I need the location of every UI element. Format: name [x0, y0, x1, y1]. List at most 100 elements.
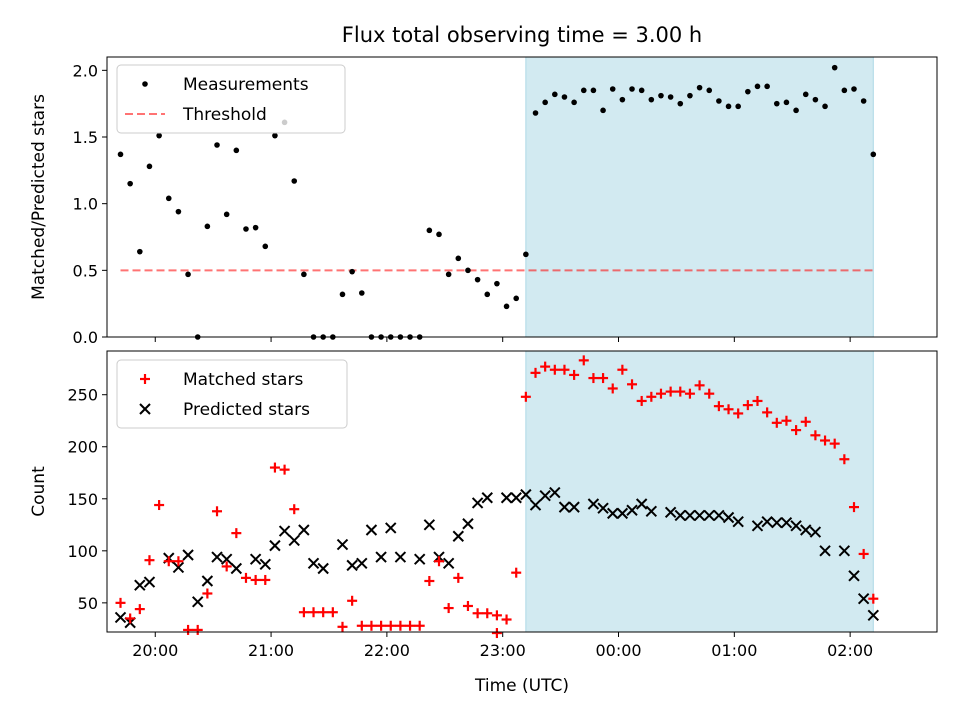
matched-point	[154, 500, 165, 511]
predicted-point	[616, 507, 629, 520]
measurement-point	[552, 91, 558, 98]
predicted-point	[134, 579, 146, 591]
matched-point	[820, 435, 831, 446]
measurement-point	[802, 91, 809, 98]
top-y-axis: 0.0 0.5 1.0 1.5 2.0	[73, 61, 107, 347]
matched-point	[559, 364, 570, 375]
predicted-point	[375, 551, 387, 563]
measurement-point	[156, 132, 162, 139]
matched-point	[376, 620, 387, 631]
predicted-point	[278, 525, 291, 537]
matched-point	[617, 364, 628, 375]
matched-point	[472, 608, 483, 619]
bot-xtick-label: 22:00	[364, 641, 410, 660]
matched-point	[192, 624, 203, 635]
predicted-point	[298, 524, 310, 536]
top-legend-box	[116, 64, 346, 134]
predicted-point	[790, 520, 802, 532]
predicted-point	[645, 505, 658, 517]
predicted-point	[230, 562, 243, 575]
predicted-point	[780, 517, 793, 529]
matched-point	[308, 607, 319, 618]
predicted-point	[143, 576, 156, 588]
matched-point	[781, 415, 792, 426]
legend-threshold-label: Threshold	[182, 105, 267, 125]
bot-xtick-label: 00:00	[595, 641, 641, 660]
predicted-point	[423, 519, 436, 531]
measurement-point	[301, 271, 307, 278]
matched-point	[424, 576, 435, 587]
measurement-point	[465, 267, 471, 274]
measurement-point	[629, 86, 635, 92]
matched-point	[173, 556, 184, 567]
matched-point	[212, 506, 223, 517]
measurement-point	[783, 99, 790, 106]
measurement-point	[773, 100, 780, 107]
predicted-point	[558, 501, 571, 513]
measurement-point	[214, 142, 220, 148]
measurement-point	[494, 280, 500, 287]
matched-point	[704, 388, 715, 399]
measurement-point	[851, 86, 857, 92]
matched-point	[655, 388, 666, 399]
predicted-point	[703, 509, 715, 522]
predicted-point	[539, 489, 551, 502]
matched-point	[250, 574, 261, 585]
measurement-point	[831, 64, 838, 71]
measurement-point	[870, 151, 877, 158]
predicted-point	[211, 551, 223, 563]
matched-point	[713, 401, 724, 412]
measurement-point	[822, 103, 828, 110]
predicted-point	[587, 498, 600, 510]
predicted-point	[172, 561, 185, 574]
measurement-point	[561, 94, 568, 100]
matched-point	[115, 597, 126, 608]
measurement-point	[426, 227, 433, 234]
predicted-point	[269, 539, 281, 552]
measurement-point	[793, 107, 799, 114]
matched-point	[829, 438, 840, 449]
bot-ytick-label: 100	[67, 542, 98, 561]
bot-xtick-label: 20:00	[132, 641, 178, 660]
matched-point	[646, 391, 657, 402]
matched-point	[443, 603, 454, 614]
predicted-point	[549, 486, 561, 499]
legend-matched-label: Matched stars	[183, 370, 303, 390]
predicted-point	[626, 504, 638, 516]
matched-point	[607, 383, 618, 394]
matched-point	[260, 574, 271, 585]
measurement-point	[638, 87, 645, 94]
matched-point	[269, 462, 280, 473]
bot-xtick-label: 23:00	[480, 641, 526, 660]
measurement-point	[600, 107, 606, 114]
matched-point	[134, 604, 145, 615]
measurement-point	[523, 251, 529, 258]
measurement-point	[764, 83, 770, 90]
top-axes-frame	[106, 56, 938, 338]
top-ytick-label: 1.5	[73, 128, 98, 147]
predicted-point	[365, 524, 378, 536]
measurement-point	[677, 100, 684, 107]
measurement-point	[745, 88, 751, 95]
measurement-point	[687, 92, 693, 99]
predicted-point	[220, 553, 233, 565]
matched-point	[742, 400, 753, 411]
matched-point	[627, 379, 638, 390]
predicted-point	[674, 509, 686, 522]
measurement-point	[349, 268, 355, 275]
matched-point	[520, 391, 531, 402]
predicted-point	[568, 501, 580, 513]
matched-point	[144, 555, 155, 566]
matched-point	[694, 380, 705, 391]
measurement-point	[706, 87, 713, 94]
matched-point	[163, 556, 174, 567]
legend-measurements-marker	[142, 81, 148, 87]
measurement-point	[137, 248, 143, 255]
predicted-point	[510, 492, 522, 504]
matched-point	[684, 388, 695, 399]
predicted-point	[597, 502, 609, 514]
predicted-point	[317, 562, 329, 575]
matched-point	[279, 464, 290, 475]
measurement-point	[590, 87, 597, 94]
matched-point	[318, 607, 329, 618]
